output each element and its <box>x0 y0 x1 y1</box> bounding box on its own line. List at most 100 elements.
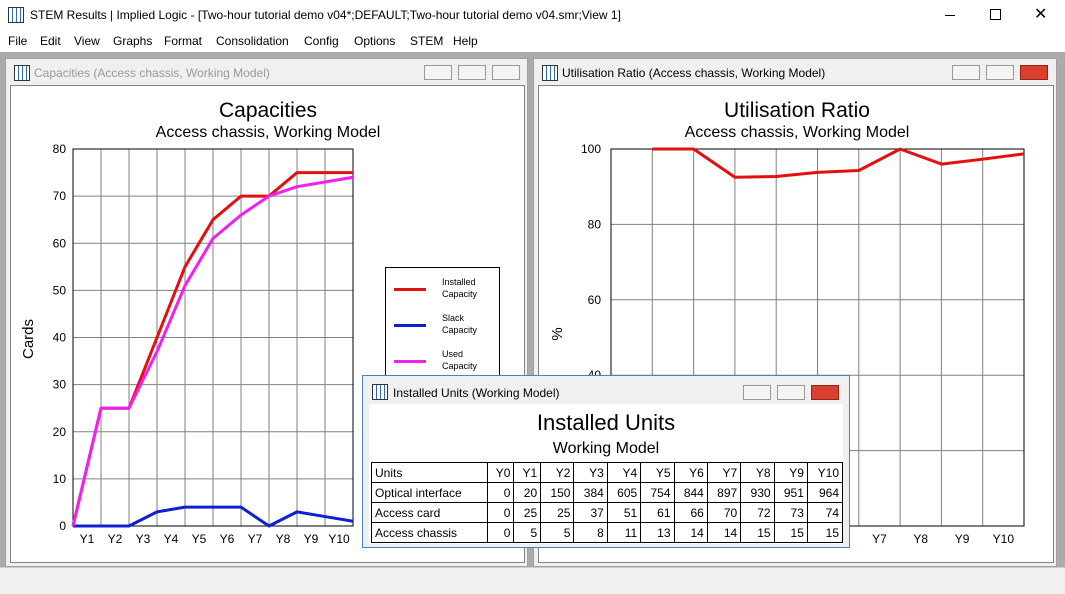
table-cell: 951 <box>773 482 808 503</box>
table-cell: 66 <box>673 502 708 523</box>
menu-item[interactable]: View <box>74 34 100 48</box>
column-header: Y8 <box>740 462 775 483</box>
table-header-row: Units Y0 Y1 Y2 Y3 Y4 Y5 Y6 Y7 Y8 Y9 Y10 <box>371 462 844 483</box>
maximize-button[interactable] <box>986 65 1014 80</box>
x-tick-label: Y5 <box>192 532 207 546</box>
x-tick-label: Y8 <box>913 532 928 546</box>
y-tick-label: 100 <box>581 142 601 156</box>
legend-swatch <box>394 324 426 327</box>
close-button[interactable] <box>1020 65 1048 80</box>
legend-swatch <box>394 288 426 291</box>
table-title: Installed Units <box>536 410 676 435</box>
table-cell: 384 <box>573 482 608 503</box>
maximize-button[interactable] <box>458 65 486 80</box>
table-cell: 930 <box>740 482 775 503</box>
table-cell: 11 <box>606 522 642 543</box>
window-title: STEM Results | Implied Logic - [Two-hour… <box>30 8 621 22</box>
table-cell: 25 <box>513 502 542 523</box>
column-header: Y3 <box>573 462 608 483</box>
column-header: Y10 <box>806 462 844 483</box>
close-button[interactable] <box>492 65 520 80</box>
table-cell: 15 <box>740 522 775 543</box>
title-bar: STEM Results | Implied Logic - [Two-hour… <box>0 0 1065 30</box>
x-tick-label: Y9 <box>955 532 970 546</box>
menu-item[interactable]: Edit <box>40 34 61 48</box>
window-caption: Utilisation Ratio (Access chassis, Worki… <box>562 66 826 80</box>
maximize-button[interactable] <box>777 385 805 400</box>
window-caption: Capacities (Access chassis, Working Mode… <box>34 66 270 80</box>
table-cell: 61 <box>640 502 675 523</box>
window-icon <box>14 65 30 81</box>
close-button[interactable] <box>811 385 839 400</box>
x-tick-label: Y6 <box>220 532 235 546</box>
maximize-button[interactable] <box>990 9 1001 20</box>
legend-label: Installed Capacity <box>442 277 478 299</box>
column-header: Y7 <box>706 462 742 483</box>
app-icon <box>8 7 24 23</box>
table-window: Installed Units (Working Model) Installe… <box>362 375 850 548</box>
x-tick-label: Y10 <box>328 532 350 546</box>
table-row: Access card 0 25 25 37 51 61 66 70 72 73 74 <box>371 502 844 523</box>
data-table: Units Y0 Y1 Y2 Y3 Y4 Y5 Y6 Y7 Y8 Y9 Y10 Optical inte… <box>371 462 844 543</box>
close-button[interactable]: ✕ <box>1034 6 1048 23</box>
table-cell: Access card <box>371 502 488 523</box>
column-header: Y4 <box>606 462 642 483</box>
y-tick-label: 40 <box>53 331 67 345</box>
series-line <box>71 175 354 527</box>
column-header: Y5 <box>640 462 675 483</box>
chart-subtitle: Access chassis, Working Model <box>685 124 910 141</box>
y-tick-label: 20 <box>53 425 67 439</box>
column-header: Y2 <box>540 462 575 483</box>
minimize-button[interactable] <box>952 65 980 80</box>
menu-item[interactable]: Format <box>164 34 203 48</box>
minimize-button[interactable] <box>743 385 771 400</box>
menu-item[interactable]: Graphs <box>113 34 153 48</box>
menu-item[interactable]: Consolidation <box>216 34 289 48</box>
table-cell: 70 <box>706 502 742 523</box>
x-tick-label: Y9 <box>304 532 319 546</box>
x-tick-label: Y3 <box>136 532 151 546</box>
chart-title: Capacities <box>219 99 317 122</box>
chart: Capacities Access chassis, Working Model C… <box>20 99 380 546</box>
table-row: Optical interface 0 20 150 384 605 754 844 897 93… <box>371 482 844 503</box>
column-header: Y9 <box>773 462 808 483</box>
menu-item[interactable]: File <box>8 34 28 48</box>
y-tick-label: 50 <box>53 283 67 297</box>
column-header: Y0 <box>486 462 515 483</box>
table-subtitle: Working Model <box>552 440 660 457</box>
table-cell: 37 <box>573 502 608 523</box>
legend-item: Slack Capacity <box>386 312 498 346</box>
window-caption: Installed Units (Working Model) <box>393 386 560 400</box>
status-bar <box>0 567 1065 594</box>
window-icon <box>372 384 388 400</box>
table-cell: 14 <box>673 522 708 543</box>
column-header: Units <box>371 462 488 483</box>
minimize-button[interactable] <box>945 15 955 16</box>
minimize-button[interactable] <box>424 65 452 80</box>
plot-frame <box>72 148 354 527</box>
x-tick-label: Y4 <box>164 532 179 546</box>
y-tick-label: 80 <box>588 217 602 231</box>
menu-item[interactable]: STEM <box>410 34 444 48</box>
legend-label: Used Capacity <box>442 349 478 371</box>
chart-title: Utilisation Ratio <box>724 99 870 122</box>
x-tick-label: Y8 <box>276 532 291 546</box>
menu-item[interactable]: Config <box>304 34 339 48</box>
y-tick-label: 70 <box>53 189 67 203</box>
menu-item[interactable]: Options <box>354 34 396 48</box>
table-cell: 5 <box>513 522 542 543</box>
y-axis-label: % <box>549 327 566 340</box>
table-cell: 74 <box>806 502 844 523</box>
window-icon <box>542 65 558 81</box>
table-cell: 73 <box>773 502 808 523</box>
table-cell: 844 <box>673 482 708 503</box>
chart-window: Capacities (Access chassis, Working Mode… <box>5 58 528 567</box>
x-tick-label: Y7 <box>872 532 887 546</box>
table-cell: 72 <box>740 502 775 523</box>
y-tick-label: 30 <box>53 378 67 392</box>
table-row: Access chassis 0 5 5 8 11 13 14 14 15 15 15 <box>371 522 844 543</box>
y-tick-label: 60 <box>53 236 67 250</box>
menu-item[interactable]: Help <box>453 34 478 48</box>
legend-label: Slack Capacity <box>442 313 478 335</box>
